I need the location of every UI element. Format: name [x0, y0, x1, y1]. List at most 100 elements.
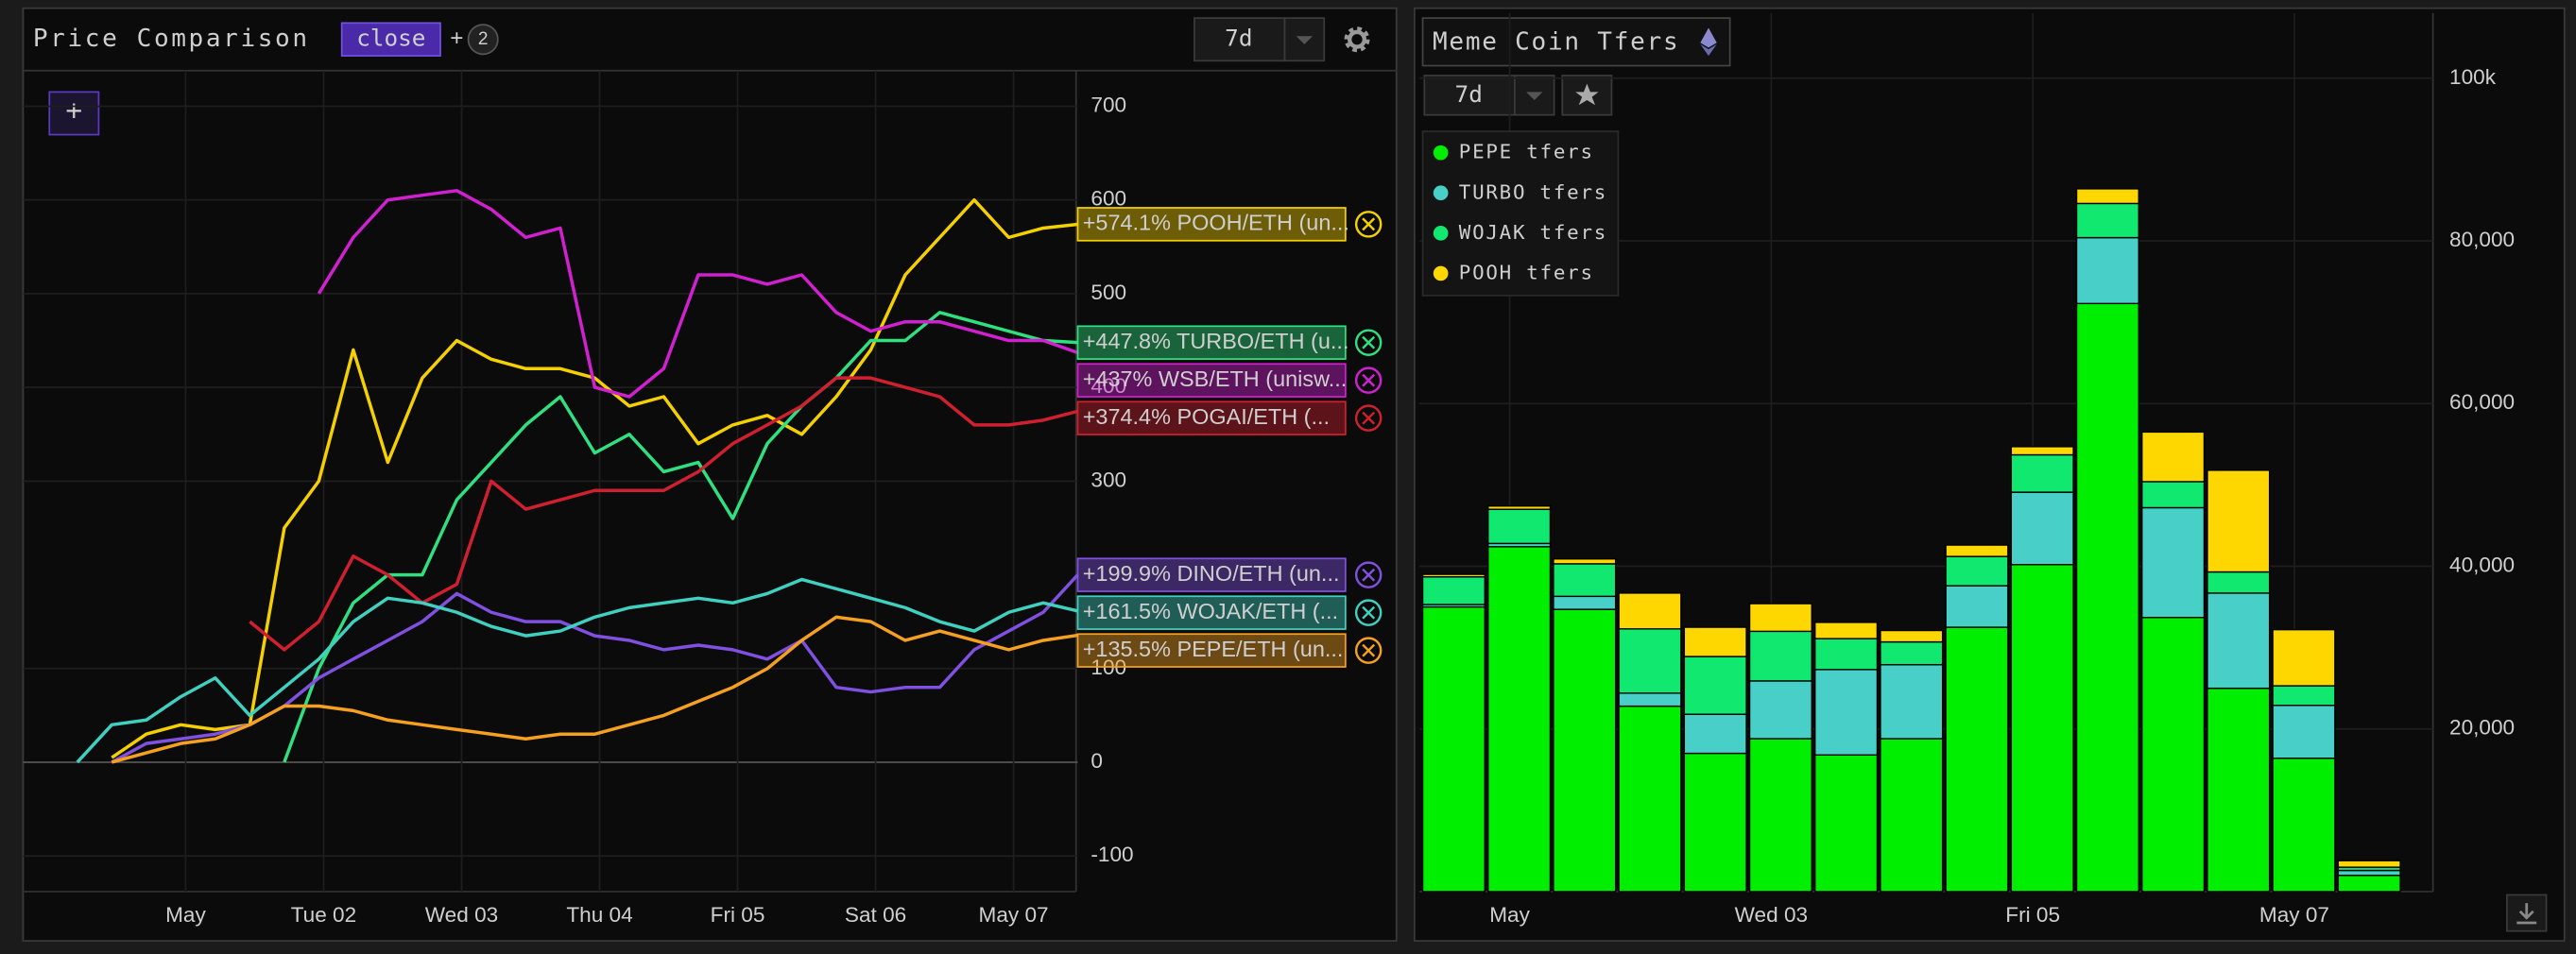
bar-segment	[2337, 860, 2401, 868]
badge-box	[1076, 595, 1347, 630]
remove-circle	[1354, 211, 1382, 238]
price-line	[111, 615, 1078, 764]
bar-segment	[1748, 680, 1812, 740]
x-tick-label: Sat 06	[845, 903, 906, 927]
bar-segment	[2337, 869, 2401, 877]
remove-series-button[interactable]	[1354, 599, 1382, 626]
range-label[interactable]: 7d	[1225, 25, 1252, 52]
y-tick-label: 300	[1091, 468, 1126, 491]
bar-segment	[2272, 628, 2336, 687]
price-line	[76, 577, 1078, 764]
badge-box	[1076, 557, 1347, 592]
metric-chip-label[interactable]: close	[356, 25, 425, 52]
bar-segment	[2207, 469, 2271, 573]
bar-segment	[1421, 575, 1485, 605]
bar-segment	[1814, 622, 1879, 639]
bar-segment	[2141, 617, 2206, 893]
bar-segment	[1748, 630, 1812, 682]
x-tick-label: Tue 02	[291, 903, 356, 927]
bar-segment	[2141, 506, 2206, 619]
star-icon	[1575, 83, 1599, 106]
add-series-label[interactable]: +	[65, 94, 82, 128]
bar-segment	[2207, 592, 2271, 690]
bar-segment	[2272, 758, 2336, 893]
y-tick-label: 500	[1091, 281, 1126, 304]
legend-swatch	[1433, 265, 1449, 281]
range-select[interactable]	[1194, 17, 1286, 62]
bar-segment	[1945, 544, 2009, 557]
x-tick-label: May 07	[2259, 903, 2329, 927]
remove-circle	[1354, 329, 1382, 356]
bar-segment	[1945, 555, 2009, 587]
remove-circle	[1354, 561, 1382, 588]
eth-bottom	[1700, 43, 1717, 57]
badge-label: +447.8% TURBO/ETH (u...	[1083, 329, 1349, 353]
add-series-button[interactable]	[48, 91, 100, 136]
badge-label: +199.9% DINO/ETH (un...	[1083, 561, 1340, 586]
download-button[interactable]	[2506, 894, 2548, 932]
bar-segment	[2075, 302, 2139, 893]
range-select[interactable]	[1423, 75, 1516, 116]
metric-count-badge[interactable]	[467, 24, 499, 56]
y-tick-label: 20,000	[2449, 716, 2515, 740]
bar-segment	[2272, 705, 2336, 759]
bar-segment	[1421, 573, 1485, 578]
bar-segment	[1814, 754, 1879, 893]
remove-series-button[interactable]	[1354, 404, 1382, 432]
remove-series-button[interactable]	[1354, 561, 1382, 588]
series-badge: +135.5% PEPE/ETH (un...	[1076, 633, 1347, 668]
bar-segment	[1553, 595, 1617, 610]
download-icon	[2516, 903, 2537, 925]
eth-icon	[1700, 27, 1717, 57]
remove-cross	[1362, 605, 1376, 620]
bar-segment	[1683, 656, 1747, 715]
remove-cross	[1362, 373, 1376, 387]
remove-series-button[interactable]	[1354, 329, 1382, 356]
legend-swatch	[1433, 226, 1449, 241]
legend-box	[1421, 130, 1620, 297]
y-tick-label: 600	[1091, 187, 1126, 211]
remove-cross	[1362, 568, 1376, 582]
y-tick-label: -100	[1091, 843, 1133, 866]
price-panel	[22, 7, 1398, 942]
remove-series-button[interactable]	[1354, 366, 1382, 394]
bar-segment	[1618, 692, 1682, 707]
badge-label: +437% WSB/ETH (unisw...	[1083, 366, 1348, 391]
bar-segment	[2141, 431, 2206, 483]
price-line	[249, 376, 1078, 652]
bar-segment	[1683, 713, 1747, 755]
add-metric[interactable]: +	[450, 26, 463, 51]
bar-segment	[2010, 446, 2074, 456]
bar-segment	[1553, 563, 1617, 598]
legend-label: WOJAK tfers	[1459, 221, 1607, 244]
panel-title: Price Comparison	[33, 25, 310, 53]
bar-segment	[1553, 608, 1617, 893]
badge-box	[1076, 363, 1347, 398]
dropdown-arrow	[1296, 36, 1314, 44]
eth-top	[1700, 27, 1717, 48]
legend-label: PEPE tfers	[1459, 141, 1594, 163]
bar-segment	[1421, 605, 1485, 893]
remove-cross	[1362, 411, 1376, 425]
remove-circle	[1354, 366, 1382, 394]
remove-series-button[interactable]	[1354, 211, 1382, 238]
price-line	[283, 311, 1078, 763]
range-label[interactable]: 7d	[1455, 80, 1483, 108]
bar-segment	[1814, 638, 1879, 671]
metric-chip[interactable]	[340, 22, 441, 57]
remove-cross	[1362, 643, 1376, 657]
bar-segment	[1880, 629, 1944, 643]
bar-segment	[1683, 626, 1747, 657]
remove-circle	[1354, 599, 1382, 626]
bar-segment	[1880, 738, 1944, 893]
bar-segment	[1814, 669, 1879, 756]
remove-series-button[interactable]	[1354, 637, 1382, 664]
bar-segment	[1487, 505, 1552, 510]
series-badge: +161.5% WOJAK/ETH (...	[1076, 595, 1347, 630]
series-badge: +374.4% POGAI/ETH (...	[1076, 400, 1347, 435]
y-tick-label: 60,000	[2449, 390, 2515, 414]
bar-segment	[2010, 491, 2074, 566]
x-tick-label: May	[165, 903, 206, 927]
bar-segment	[1618, 628, 1682, 694]
badge-label: +135.5% PEPE/ETH (un...	[1083, 637, 1344, 661]
